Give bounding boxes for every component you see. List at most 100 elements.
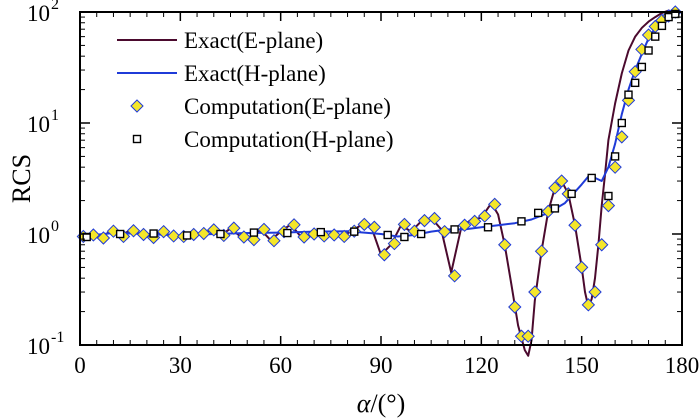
h-plane-data-point xyxy=(637,62,647,72)
e-plane-data-point xyxy=(297,230,311,244)
h-plane-data-point xyxy=(115,229,125,239)
e-plane-data-point xyxy=(447,269,462,283)
h-plane-data-point xyxy=(630,78,640,88)
h-plane-data-point xyxy=(644,46,653,55)
legend-label: Exact(E-plane) xyxy=(184,28,323,53)
e-plane-data-point xyxy=(548,181,562,195)
x-tick-label: 90 xyxy=(370,353,393,378)
e-plane-data-point xyxy=(327,228,341,242)
x-axis-title: α/(°) xyxy=(357,389,406,418)
e-plane-data-point xyxy=(498,238,512,252)
e-plane-data-point xyxy=(377,248,392,262)
h-plane-data-point xyxy=(450,225,459,234)
e-plane-data-point xyxy=(488,197,502,212)
x-tick-label: 60 xyxy=(269,353,292,378)
y-tick-label: 10 xyxy=(27,334,50,359)
y-tick-label: 10 xyxy=(27,1,50,26)
legend-entry: Exact(H-plane) xyxy=(117,61,326,86)
e-plane-data-point xyxy=(357,217,371,232)
y-tick-label: 10 xyxy=(27,112,50,137)
h-plane-data-point xyxy=(216,229,225,239)
h-plane-data-point xyxy=(249,228,259,237)
h-plane-data-point xyxy=(533,208,543,218)
e-plane-data-point xyxy=(608,160,622,174)
e-plane-data-point xyxy=(601,198,616,213)
y-tick-exponent: -1 xyxy=(51,329,64,346)
e-plane-data-point xyxy=(387,236,402,251)
legend-square-swatch xyxy=(132,134,142,144)
h-plane-data-point xyxy=(657,21,667,31)
e-plane-data-point xyxy=(595,238,609,252)
e-plane-data-point xyxy=(267,234,281,248)
h-plane-data-point xyxy=(517,217,526,226)
x-tick-label: 30 xyxy=(169,353,192,378)
e-plane-data-point xyxy=(581,298,596,312)
e-plane-data-point xyxy=(156,224,171,239)
x-tick-label: 150 xyxy=(564,353,599,378)
e-plane-data-point xyxy=(574,260,589,275)
legend-entry: Exact(E-plane) xyxy=(117,28,323,53)
e-plane-data-point xyxy=(287,218,301,232)
h-plane-data-point xyxy=(550,204,560,213)
y-tick-exponent: 2 xyxy=(51,0,59,13)
y-tick-exponent: 0 xyxy=(51,218,59,235)
series-line-exact-h-plane xyxy=(79,11,676,238)
e-plane-data-point xyxy=(437,224,452,239)
e-plane-data-point xyxy=(457,218,472,232)
e-plane-data-point xyxy=(237,230,251,244)
e-plane-data-point xyxy=(367,220,382,234)
h-plane-data-point xyxy=(182,231,192,240)
legend-entry: Computation(E-plane) xyxy=(130,94,391,119)
e-plane-data-point xyxy=(588,285,602,299)
h-plane-data-point xyxy=(671,9,680,19)
h-plane-data-point xyxy=(587,173,596,183)
h-plane-data-point xyxy=(283,228,292,238)
e-plane-data-point xyxy=(534,244,549,258)
e-plane-data-point xyxy=(96,231,111,245)
series-markers xyxy=(76,5,683,343)
h-plane-data-point xyxy=(604,191,613,201)
y-axis-title: RCS xyxy=(7,154,36,203)
legend: Exact(E-plane) Exact(H-plane) Computation(… xyxy=(117,28,394,152)
legend-diamond-swatch xyxy=(130,99,144,113)
e-plane-data-point xyxy=(477,209,492,223)
h-plane-data-point xyxy=(567,189,576,199)
h-plane-data-point xyxy=(651,32,660,41)
e-plane-data-point xyxy=(467,214,482,229)
e-plane-data-point xyxy=(554,174,569,188)
h-plane-data-point xyxy=(149,229,158,238)
e-plane-data-point xyxy=(257,222,271,237)
h-plane-data-point xyxy=(610,152,620,161)
e-plane-data-point xyxy=(227,221,241,235)
e-plane-data-point xyxy=(615,130,629,144)
h-plane-data-point xyxy=(483,223,493,232)
e-plane-data-point xyxy=(126,224,141,238)
e-plane-data-point xyxy=(521,329,535,343)
legend-label: Computation(E-plane) xyxy=(184,94,391,119)
e-plane-data-point xyxy=(166,229,181,243)
e-plane-data-point xyxy=(397,217,412,232)
x-tick-label: 120 xyxy=(464,353,499,378)
h-plane-data-point xyxy=(416,229,426,239)
legend-entry: Computation(H-plane) xyxy=(132,127,394,152)
e-plane-data-point xyxy=(197,226,211,241)
e-plane-data-point xyxy=(417,213,432,228)
h-plane-data-point xyxy=(383,230,392,240)
y-tick-exponent: 1 xyxy=(51,107,59,124)
x-tick-label: 0 xyxy=(74,353,86,378)
h-plane-data-point xyxy=(664,12,673,22)
h-plane-data-point xyxy=(400,232,409,242)
e-plane-data-point xyxy=(337,229,351,244)
e-plane-data-point xyxy=(508,300,522,314)
legend-label: Computation(H-plane) xyxy=(184,127,394,152)
y-tick-label: 10 xyxy=(27,223,50,248)
h-plane-data-point xyxy=(624,90,633,99)
h-plane-data-point xyxy=(316,227,325,237)
legend-label: Exact(H-plane) xyxy=(184,61,326,86)
h-plane-data-point xyxy=(617,118,626,128)
h-plane-data-point xyxy=(350,227,359,236)
x-tick-label: 180 xyxy=(665,353,700,378)
e-plane-data-point xyxy=(136,227,151,242)
